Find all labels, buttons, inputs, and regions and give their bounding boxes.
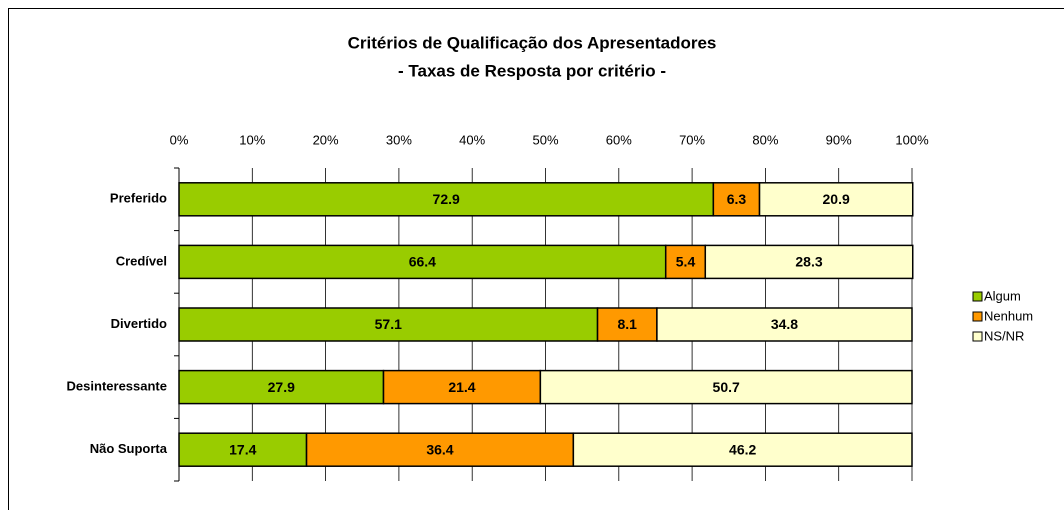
bar-segment	[712, 182, 761, 217]
legend-swatch	[972, 331, 983, 342]
legend-swatch	[972, 311, 983, 322]
x-tick-label: 0%	[170, 132, 189, 147]
value-label: 6.3	[727, 191, 747, 207]
x-tick-label: 20%	[313, 132, 339, 147]
x-tick-label: 50%	[532, 132, 558, 147]
bar-segment	[178, 432, 308, 467]
value-label: 66.4	[409, 254, 436, 270]
value-label: 72.9	[433, 191, 460, 207]
legend-label: Nenhum	[984, 308, 1033, 323]
value-label: 27.9	[268, 379, 295, 395]
legend-label: Algum	[984, 288, 1021, 303]
value-label: 57.1	[375, 316, 402, 332]
bar-segment	[539, 369, 913, 405]
bar-segment	[382, 369, 542, 405]
y-tick-label: Credível	[116, 253, 167, 268]
x-tick-label: 70%	[679, 132, 705, 147]
x-tick-label: 80%	[752, 132, 778, 147]
x-tick-label: 40%	[459, 132, 485, 147]
value-label: 50.7	[713, 379, 740, 395]
value-label: 28.3	[795, 254, 822, 270]
x-tick-label: 100%	[895, 132, 929, 147]
value-label: 46.2	[729, 441, 756, 457]
y-tick-label: Divertido	[111, 316, 167, 331]
bar-segment	[664, 244, 707, 280]
bar-segment	[596, 307, 658, 342]
value-label: 5.4	[676, 254, 696, 270]
x-tick-label: 30%	[386, 132, 412, 147]
bar-segment	[305, 432, 575, 467]
bar-segment	[704, 244, 914, 280]
chart-subtitle: - Taxas de Resposta por critério -	[398, 61, 666, 80]
bar-segment	[178, 244, 667, 280]
x-tick-label: 90%	[826, 132, 852, 147]
chart-frame	[8, 8, 1064, 510]
bar-segment	[178, 307, 599, 342]
x-tick-label: 10%	[239, 132, 265, 147]
value-label: 17.4	[229, 441, 256, 457]
value-label: 36.4	[426, 441, 453, 457]
y-tick-label: Desinteressante	[67, 379, 167, 394]
value-label: 21.4	[448, 379, 475, 395]
legend-swatch	[972, 291, 983, 302]
legend-label: NS/NR	[984, 328, 1024, 343]
bar-segment	[656, 307, 913, 342]
y-tick-label: Não Suporta	[90, 441, 168, 456]
value-label: 34.8	[771, 316, 798, 332]
y-tick-label: Preferido	[110, 191, 167, 206]
bar-segment	[758, 182, 914, 217]
value-label: 8.1	[617, 316, 637, 332]
bar-segment	[572, 432, 913, 467]
bar-segment	[178, 182, 715, 217]
chart-title: Critérios de Qualificação dos Apresentad…	[348, 33, 717, 52]
x-tick-label: 60%	[606, 132, 632, 147]
value-label: 20.9	[823, 191, 850, 207]
